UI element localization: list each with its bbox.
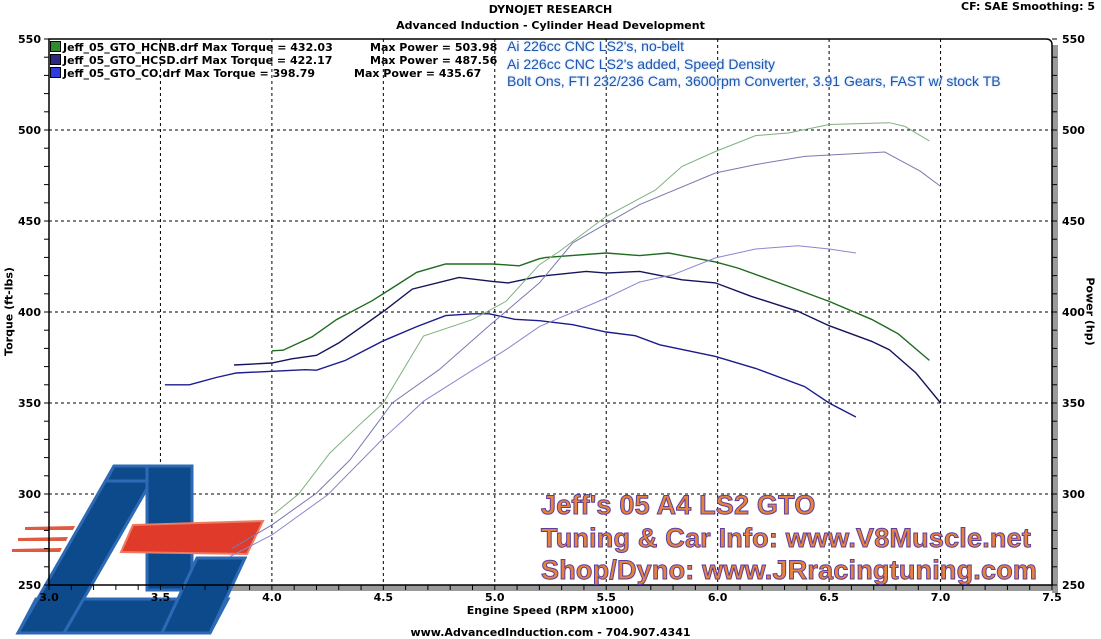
y-tick-label: 250 bbox=[18, 579, 41, 592]
y-tick-label: 400 bbox=[18, 306, 41, 319]
y2-tick-label: 500 bbox=[1062, 124, 1085, 137]
series-line-torque bbox=[271, 252, 930, 361]
y2-axis-title: Power (hp) bbox=[1083, 277, 1097, 346]
y-tick-label: 500 bbox=[18, 124, 41, 137]
plot-frame bbox=[48, 38, 1053, 586]
legend-power: Max Power = 487.56 bbox=[370, 54, 498, 67]
settings-readout: CF: SAE Smoothing: 5 bbox=[961, 0, 1095, 13]
frame-shadow-right bbox=[1052, 45, 1058, 593]
y2-tick-label: 350 bbox=[1062, 397, 1085, 410]
x-axis-title: Engine Speed (RPM x1000) bbox=[466, 604, 635, 617]
y2-tick-label: 300 bbox=[1062, 488, 1085, 501]
series-line-power bbox=[273, 122, 930, 515]
legend-swatch bbox=[50, 41, 61, 52]
chart-title: DYNOJET RESEARCH bbox=[488, 3, 613, 16]
x-tick-label: 4.0 bbox=[262, 591, 282, 604]
legend-item-co: Jeff_05_GTO_CO.drf Max Torque = 398.79 Ma… bbox=[50, 67, 481, 80]
y-tick-label: 550 bbox=[18, 33, 41, 46]
footer-contact: www.AdvancedInduction.com - 704.907.4341 bbox=[410, 626, 691, 639]
series-line-power bbox=[229, 245, 856, 558]
x-tick-label: 6.5 bbox=[819, 591, 839, 604]
x-tick-label: 7.0 bbox=[931, 591, 951, 604]
frame-shadow-bottom bbox=[169, 585, 1058, 591]
x-tick-label: 5.5 bbox=[596, 591, 616, 604]
watermark-line-3: Shop/Dyno: www.JRracingtuning.com bbox=[540, 555, 1038, 586]
advanced-induction-logo bbox=[12, 464, 265, 635]
x-tick-label: 7.5 bbox=[1042, 591, 1062, 604]
y-tick-label: 450 bbox=[18, 215, 41, 228]
legend-swatch bbox=[50, 67, 61, 78]
curves bbox=[164, 122, 942, 558]
chart-subtitle: Advanced Induction - Cylinder Head Devel… bbox=[396, 19, 705, 32]
series-line-torque bbox=[233, 270, 942, 404]
y2-tick-label: 250 bbox=[1062, 579, 1085, 592]
note-line-2: Ai 226cc CNC LS2's added, Speed Density bbox=[507, 56, 776, 72]
legend-item-hcsd: Jeff_05_GTO_HCSD.drf Max Torque = 422.17… bbox=[50, 54, 497, 67]
y2-tick-label: 450 bbox=[1062, 215, 1085, 228]
series-line-power bbox=[231, 151, 941, 550]
x-tick-label: 3.5 bbox=[151, 591, 171, 604]
watermark-line-1: Jeff's 05 A4 LS2 GTO bbox=[541, 490, 816, 521]
note-line-3: Bolt Ons, FTI 232/236 Cam, 3600rpm Conve… bbox=[507, 73, 1001, 89]
x-tick-label: 3.0 bbox=[39, 591, 59, 604]
series-line-torque bbox=[164, 313, 857, 418]
legend-power: Max Power = 503.98 bbox=[370, 41, 498, 54]
legend-power: Max Power = 435.67 bbox=[354, 67, 482, 80]
note-line-1: Ai 226cc CNC LS2's, no-belt bbox=[507, 38, 684, 54]
y-tick-label: 300 bbox=[18, 488, 41, 501]
grid bbox=[49, 39, 1058, 593]
legend-torque: Jeff_05_GTO_CO.drf Max Torque = 398.79 bbox=[63, 67, 316, 80]
y2-tick-label: 400 bbox=[1062, 306, 1085, 319]
legend-item-hcnb: Jeff_05_GTO_HCNB.drf Max Torque = 432.03… bbox=[50, 41, 497, 54]
y2-tick-label: 550 bbox=[1062, 33, 1085, 46]
y-axis-title: Torque (ft-lbs) bbox=[2, 267, 16, 356]
watermark-line-2: Tuning & Car Info: www.V8Muscle.net bbox=[540, 523, 1032, 554]
legend-swatch bbox=[50, 54, 61, 65]
legend-torque: Jeff_05_GTO_HCSD.drf Max Torque = 422.17 bbox=[63, 54, 333, 67]
legend-torque: Jeff_05_GTO_HCNB.drf Max Torque = 432.03 bbox=[63, 41, 333, 54]
x-tick-label: 5.0 bbox=[485, 591, 505, 604]
x-tick-label: 4.5 bbox=[374, 591, 394, 604]
y-tick-label: 350 bbox=[18, 397, 41, 410]
x-tick-label: 6.0 bbox=[708, 591, 728, 604]
